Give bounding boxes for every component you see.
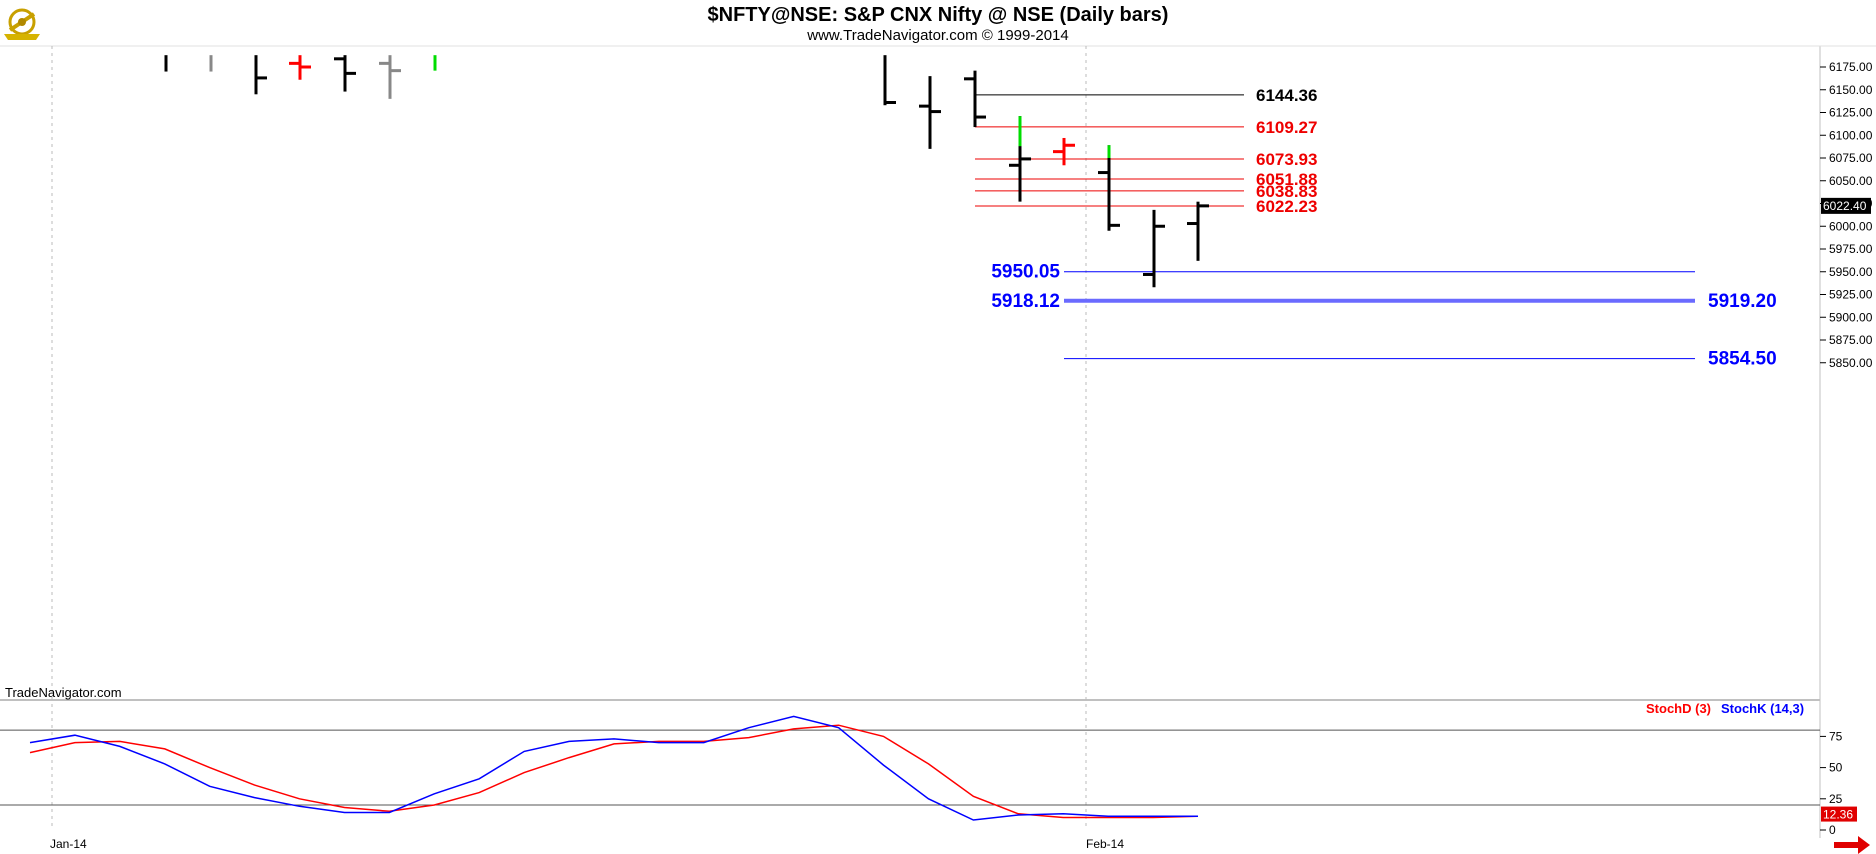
price-tick-label: 5925.00 <box>1829 288 1873 302</box>
price-tick-label: 6075.00 <box>1829 151 1873 165</box>
osc-last-box <box>1821 806 1857 822</box>
level-label: 6144.36 <box>1256 86 1317 105</box>
scroll-right-arrow-icon[interactable] <box>1834 836 1870 854</box>
osc-tick-label: 0 <box>1829 823 1836 837</box>
price-bar <box>1187 201 1209 261</box>
level-label: 6051.88 <box>1256 170 1317 189</box>
osc-last-label: 12.36 <box>1823 808 1853 822</box>
price-tick-label: 5950.00 <box>1829 265 1873 279</box>
level-label: 6022.23 <box>1256 197 1317 216</box>
price-bar <box>883 55 896 106</box>
stochd-legend: StochD (3) <box>1646 701 1711 716</box>
price-bar <box>1053 137 1075 166</box>
price-tick-label: 5900.00 <box>1829 310 1873 324</box>
logo-icon <box>4 8 40 40</box>
oscillator-panel: 75 50 25 012.36 <box>0 715 1857 837</box>
chart-subtitle: www.TradeNavigator.com © 1999-2014 <box>806 27 1068 44</box>
price-bar <box>919 76 941 149</box>
stochd-line <box>29 724 1199 819</box>
osc-tick-label: 75 <box>1829 729 1843 743</box>
date-label-jan: Jan-14 <box>50 837 87 851</box>
price-bar <box>254 55 267 95</box>
price-axis: 6175.00 6150.00 6125.00 6100.00 6075.00 6050.… <box>1820 60 1873 370</box>
level-label: 6038.83 <box>1256 182 1317 201</box>
date-label-feb: Feb-14 <box>1086 837 1124 851</box>
price-bar <box>1098 145 1120 231</box>
price-tick-label: 5975.00 <box>1829 242 1873 256</box>
price-tick-label: 6000.00 <box>1829 219 1873 233</box>
chart-title: $NFTY@NSE: S&P CNX Nifty @ NSE (Daily ba… <box>708 4 1169 26</box>
level-label: 6109.27 <box>1256 118 1317 137</box>
level-label: 5854.50 <box>1708 349 1777 370</box>
price-tick-label: 6175.00 <box>1829 60 1873 74</box>
price-bar <box>1143 209 1165 288</box>
price-tick-label: 5875.00 <box>1829 333 1873 347</box>
osc-tick-label: 25 <box>1829 792 1843 806</box>
level-label: 5950.05 <box>991 262 1060 283</box>
levels-layer: 6144.36 6109.27 6073.936051.886038.836022.… <box>975 86 1777 370</box>
price-bar <box>964 70 986 128</box>
price-bar <box>334 55 356 92</box>
watermark: TradeNavigator.com <box>5 685 122 700</box>
price-bar <box>289 55 311 80</box>
level-label: 6073.93 <box>1256 150 1317 169</box>
level-label-right: 5919.20 <box>1708 291 1777 312</box>
price-tick-label: 6100.00 <box>1829 128 1873 142</box>
last-price-box <box>1821 197 1871 214</box>
price-tick-label: 6050.00 <box>1829 174 1873 188</box>
price-tick-label: 5850.00 <box>1829 356 1873 370</box>
stochk-legend: StochK (14,3) <box>1721 701 1804 716</box>
bars-layer <box>164 55 1209 288</box>
level-label: 5918.12 <box>991 291 1060 312</box>
stochk-line <box>29 715 1198 821</box>
last-price-label: 6022.40 <box>1823 199 1867 213</box>
price-tick-label: 6125.00 <box>1829 106 1873 120</box>
price-tick-label: 6150.00 <box>1829 83 1873 97</box>
osc-tick-label: 50 <box>1829 761 1843 775</box>
price-bar <box>379 55 401 99</box>
